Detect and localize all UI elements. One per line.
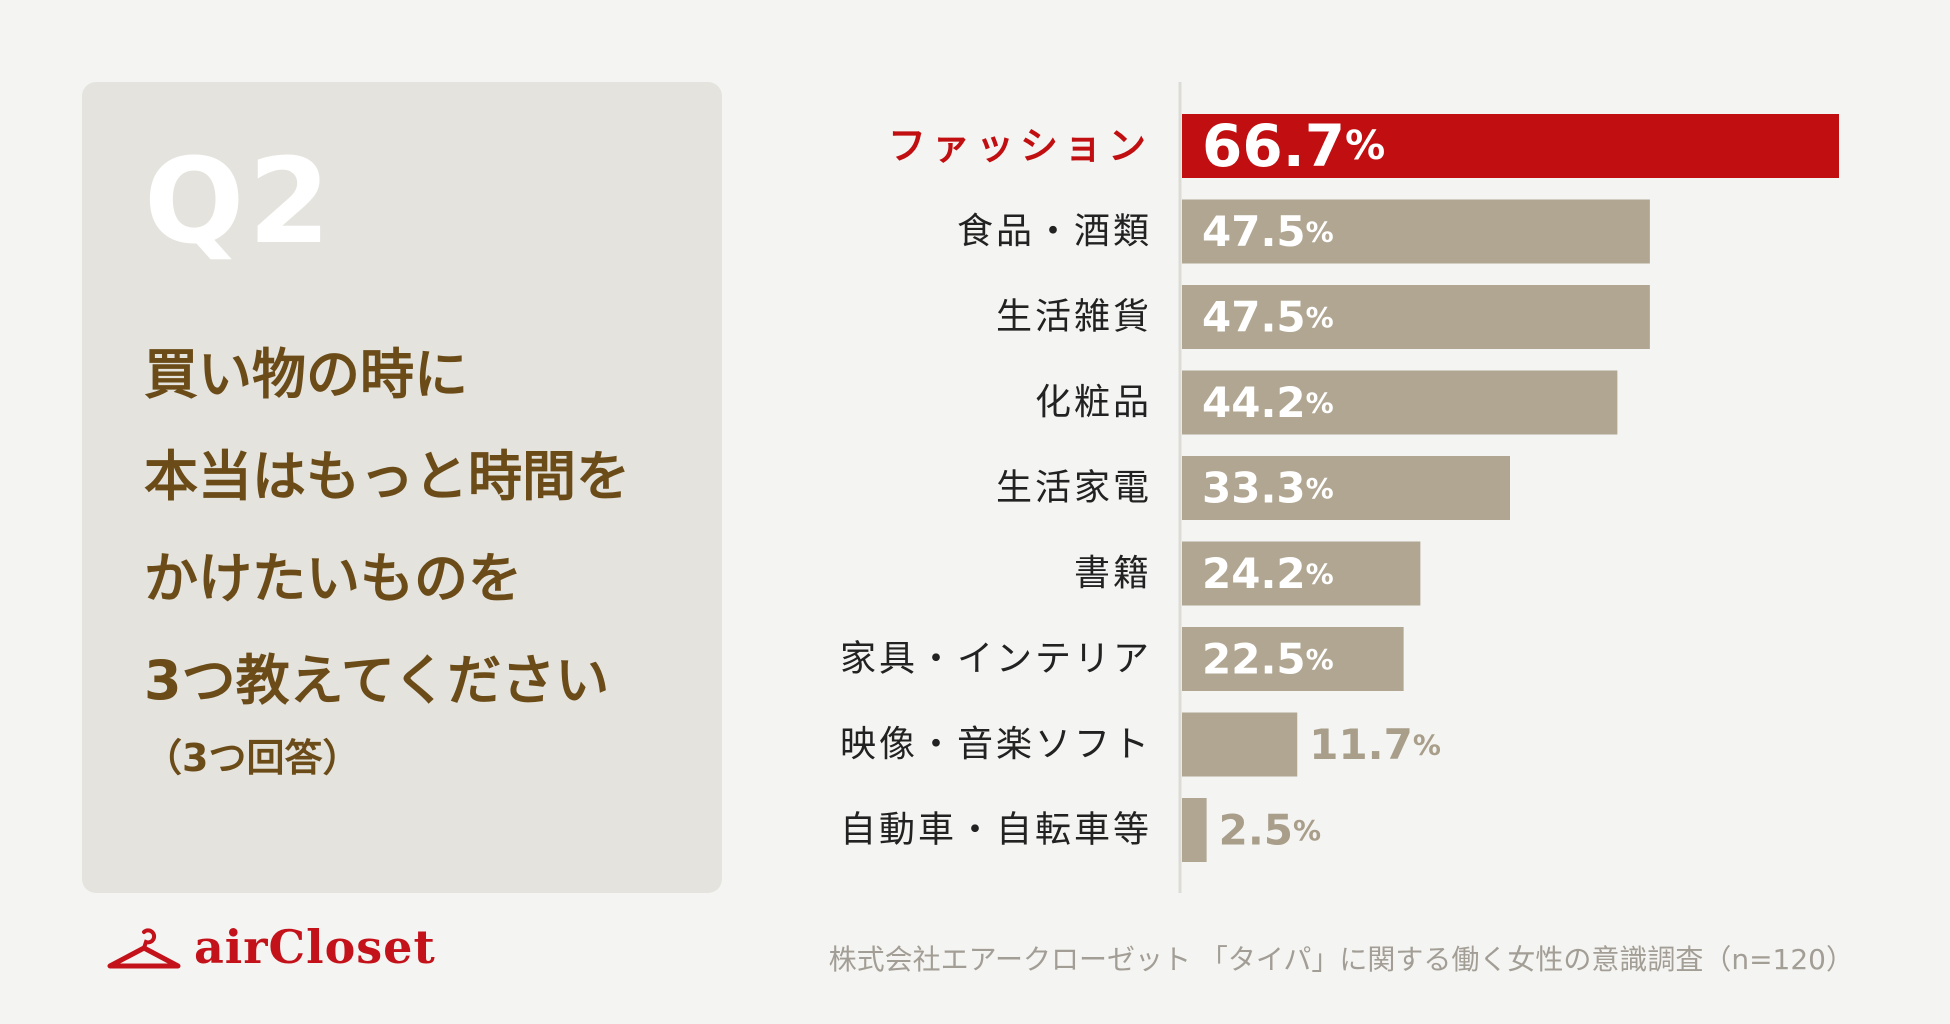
percent-sign: %: [1306, 301, 1334, 334]
answer-count-note: （3つ回答）: [144, 736, 361, 780]
percent-sign: %: [1345, 123, 1385, 169]
bar: [1182, 541, 1421, 606]
percent-sign: %: [1306, 557, 1334, 590]
percent-sign: %: [1306, 215, 1334, 248]
bar: [1182, 114, 1839, 178]
bar: [1182, 199, 1650, 264]
value-label: 2.5%: [1219, 806, 1321, 855]
question-line: 本当はもっと時間を: [144, 445, 630, 508]
category-label: 化粧品: [1035, 382, 1152, 423]
category-label: 家具・インテリア: [840, 639, 1152, 680]
bar: [1182, 456, 1511, 520]
value-label: 11.7%: [1309, 720, 1441, 769]
value-label: 22.5%: [1202, 635, 1334, 684]
hanger-icon: [107, 928, 181, 969]
category-label: ファッション: [888, 124, 1152, 168]
brand-name: airCloset: [194, 920, 436, 974]
category-label: 自動車・自転車等: [840, 810, 1152, 851]
bar: [1182, 370, 1618, 435]
value-label: 24.2%: [1202, 549, 1334, 598]
percent-sign: %: [1306, 386, 1334, 419]
bar: [1182, 627, 1404, 691]
question-line: かけたいものを: [144, 547, 522, 610]
source-note: 株式会社エアークローゼット 「タイパ」に関する働く女性の意識調査（n=120）: [828, 943, 1854, 976]
category-label: 映像・音楽ソフト: [840, 724, 1152, 765]
question-line: 3つ教えてください: [144, 649, 610, 712]
category-label: 生活家電: [996, 468, 1152, 509]
category-label: 食品・酒類: [957, 211, 1152, 252]
question-text: 買い物の時に 本当はもっと時間を かけたいものを 3つ教えてください: [144, 324, 630, 732]
value-label: 47.5%: [1202, 293, 1334, 342]
bar: [1182, 712, 1298, 777]
category-label: 生活雑貨: [996, 297, 1152, 338]
percent-sign: %: [1306, 472, 1334, 505]
question-card: Q2 買い物の時に 本当はもっと時間を かけたいものを 3つ教えてください （3…: [82, 82, 722, 893]
question-number: Q2: [144, 132, 335, 270]
value-label: 44.2%: [1202, 378, 1334, 427]
question-line: 買い物の時に: [144, 343, 468, 406]
bar-chart: ファッション 66.7% 食品・酒類 47.5% 生活雑貨 47.5% 化粧品 44.2% 生活…: [840, 82, 1839, 893]
percent-sign: %: [1293, 814, 1321, 847]
value-label: 66.7%: [1202, 112, 1385, 180]
percent-sign: %: [1413, 728, 1441, 761]
category-label: 書籍: [1074, 553, 1152, 594]
percent-sign: %: [1306, 643, 1334, 676]
bar: [1182, 285, 1650, 349]
bar: [1182, 798, 1207, 862]
value-label: 33.3%: [1202, 464, 1334, 513]
value-label: 47.5%: [1202, 207, 1334, 256]
